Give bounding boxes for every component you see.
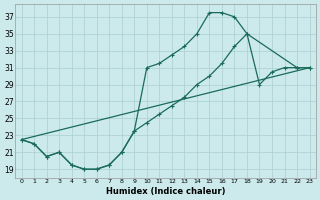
X-axis label: Humidex (Indice chaleur): Humidex (Indice chaleur) bbox=[106, 187, 225, 196]
